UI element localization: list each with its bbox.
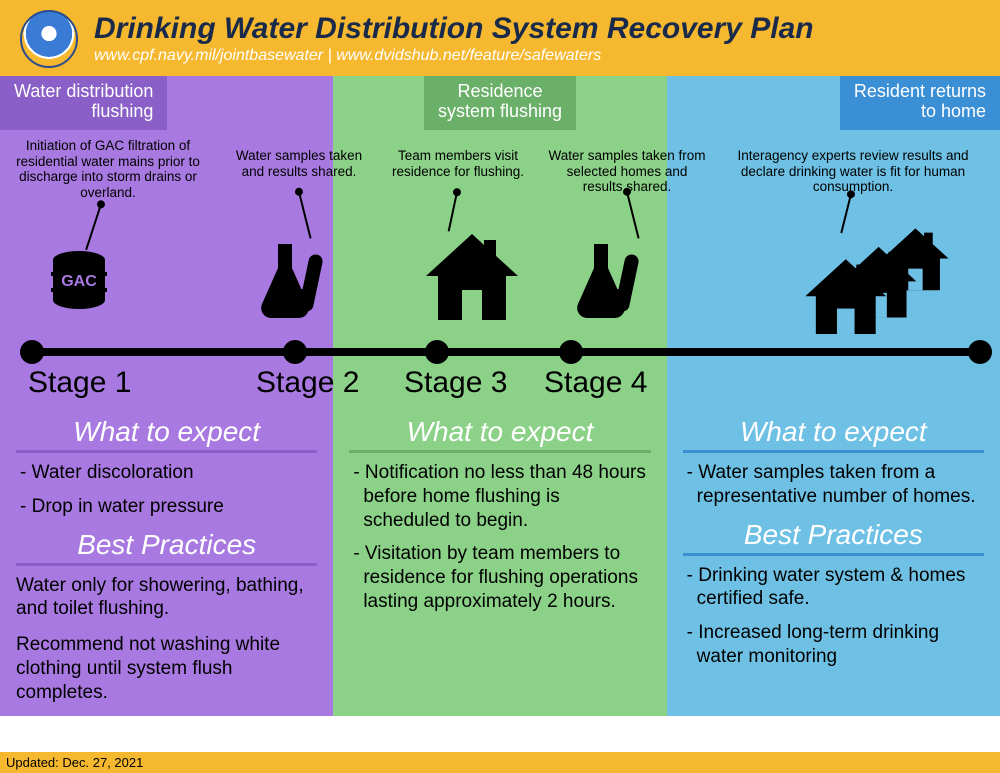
desc-stage3: Team members visit residence for flushin… — [378, 148, 538, 179]
houses-icon — [800, 224, 960, 339]
tag-label: Resident returnsto home — [854, 81, 986, 121]
list-item: - Drinking water system & homes certifie… — [683, 564, 984, 612]
timeline-node — [968, 340, 992, 364]
list-item: - Water samples taken from a representat… — [683, 461, 984, 509]
footer-updated: Updated: Dec. 27, 2021 — [0, 752, 1000, 773]
stage-3-label: Stage 3 — [404, 366, 507, 400]
expect-body-1: - Water discoloration - Drop in water pr… — [16, 461, 317, 519]
desc-stage5: Interagency experts review results and d… — [718, 148, 988, 195]
timeline-node — [283, 340, 307, 364]
expect-title-2: What to expect — [349, 416, 650, 453]
tag-residence-flushing: Residencesystem flushing — [424, 76, 576, 130]
timeline-bar — [28, 348, 980, 356]
expect-body-2: - Notification no less than 48 hours bef… — [349, 461, 650, 614]
safe-waters-logo — [20, 10, 78, 68]
list-item: - Increased long-term drinking water mon… — [683, 621, 984, 669]
stage-2-label: Stage 2 — [256, 366, 359, 400]
para: Water only for showering, bathing, and t… — [16, 574, 317, 622]
timeline-node — [20, 340, 44, 364]
list-item: - Visitation by team members to residenc… — [349, 542, 650, 613]
tag-resident-returns: Resident returnsto home — [840, 76, 1000, 130]
header-subtitle: www.cpf.navy.mil/jointbasewater | www.dv… — [94, 47, 814, 65]
stage-4-label: Stage 4 — [544, 366, 647, 400]
timeline-node — [559, 340, 583, 364]
gac-barrel-icon: GAC — [46, 248, 112, 319]
tag-label: Water distributionflushing — [14, 81, 153, 121]
best-title-1: Best Practices — [16, 529, 317, 566]
best-body-1: Water only for showering, bathing, and t… — [16, 574, 317, 705]
page-title: Drinking Water Distribution System Recov… — [94, 13, 814, 45]
best-body-3: - Drinking water system & homes certifie… — [683, 564, 984, 669]
expect-body-3: - Water samples taken from a representat… — [683, 461, 984, 509]
svg-text:GAC: GAC — [61, 273, 97, 290]
header-text: Drinking Water Distribution System Recov… — [94, 13, 814, 65]
tag-label: Residencesystem flushing — [438, 81, 562, 121]
columns-container: What to expect - Water discoloration - D… — [0, 76, 1000, 716]
house-icon — [420, 228, 524, 333]
list-item: - Water discoloration — [16, 461, 317, 485]
list-item: - Drop in water pressure — [16, 495, 317, 519]
flask-icon — [574, 236, 650, 331]
desc-stage1: Initiation of GAC filtration of resident… — [8, 138, 208, 200]
desc-stage2: Water samples taken and results shared. — [228, 148, 370, 179]
best-title-3: Best Practices — [683, 519, 984, 556]
header-bar: Drinking Water Distribution System Recov… — [0, 0, 1000, 76]
expect-title-1: What to expect — [16, 416, 317, 453]
stage-1-label: Stage 1 — [28, 366, 131, 400]
para: Recommend not washing white clothing unt… — [16, 633, 317, 704]
tag-water-distribution: Water distributionflushing — [0, 76, 167, 130]
flask-icon — [258, 236, 334, 331]
expect-title-3: What to expect — [683, 416, 984, 453]
list-item: - Notification no less than 48 hours bef… — [349, 461, 650, 532]
